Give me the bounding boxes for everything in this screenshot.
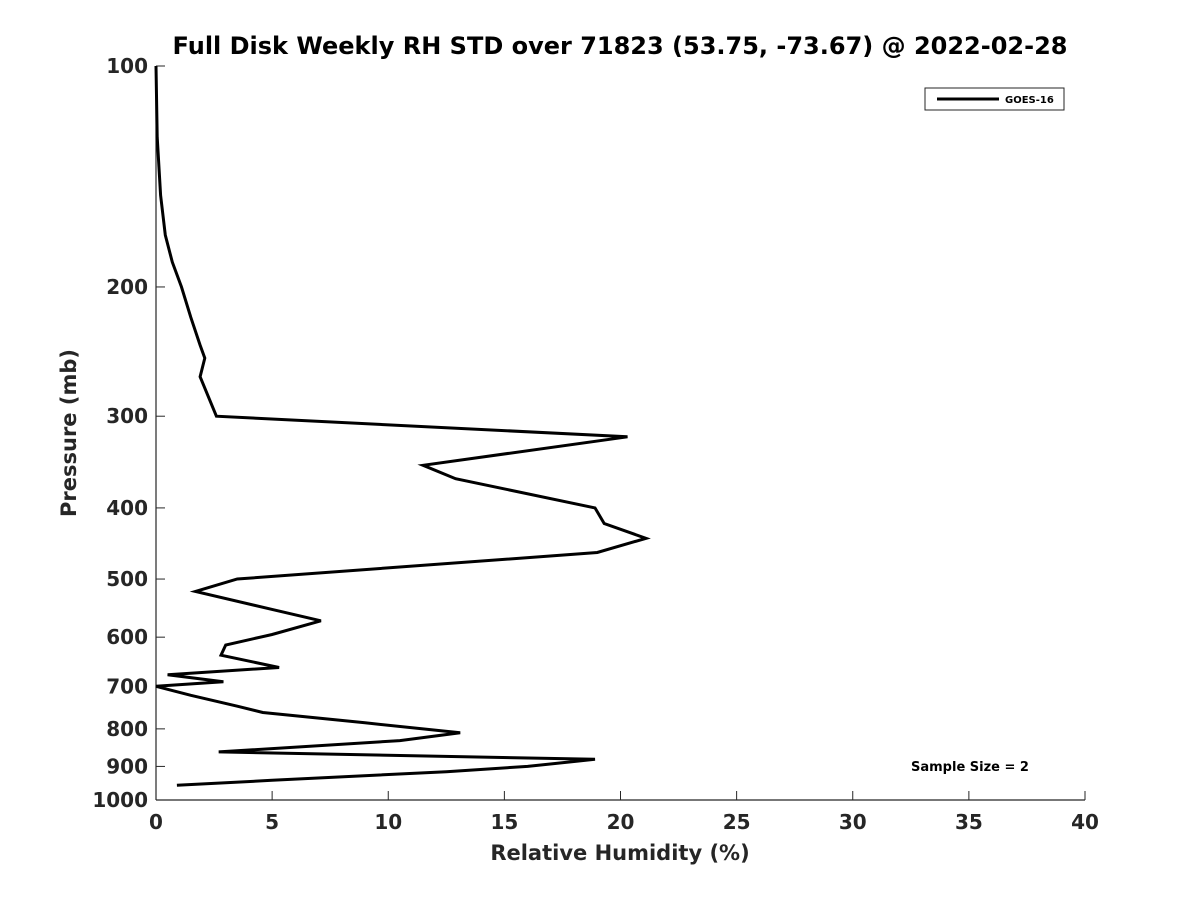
y-tick-label: 800 xyxy=(106,717,148,741)
x-tick-label: 5 xyxy=(265,810,279,834)
x-tick-label: 40 xyxy=(1071,810,1099,834)
axes xyxy=(155,65,1086,801)
y-tick-label: 400 xyxy=(106,496,148,520)
data-series xyxy=(154,65,651,787)
y-tick-label: 1000 xyxy=(92,788,148,812)
x-tick-label: 15 xyxy=(490,810,518,834)
x-tick-label: 35 xyxy=(955,810,983,834)
x-tick-label: 10 xyxy=(374,810,402,834)
sample-size-annotation: Sample Size = 2 xyxy=(911,760,1029,775)
legend: GOES-16 xyxy=(924,87,1065,111)
y-tick-label: 100 xyxy=(106,54,148,78)
y-tick-label: 700 xyxy=(106,674,148,698)
y-tick-label: 500 xyxy=(106,567,148,591)
x-tick-label: 25 xyxy=(723,810,751,834)
y-tick-label: 200 xyxy=(106,275,148,299)
chart-title: Full Disk Weekly RH STD over 71823 (53.7… xyxy=(173,32,1068,60)
x-axis-label: Relative Humidity (%) xyxy=(490,841,749,865)
x-tick-label: 0 xyxy=(149,810,163,834)
y-axis-label: Pressure (mb) xyxy=(57,349,81,517)
tick-labels: 0 5 10 15 20 25 30 35 40 100 200 300 400 500 600 700 800… xyxy=(92,54,1099,834)
y-tick-label: 300 xyxy=(106,404,148,428)
x-tick-label: 30 xyxy=(839,810,867,834)
y-tick-label: 900 xyxy=(106,754,148,778)
series-line-goes-16 xyxy=(154,65,651,787)
legend-entry-goes-16: GOES-16 xyxy=(1005,95,1054,106)
x-tick-label: 20 xyxy=(607,810,635,834)
y-tick-label: 600 xyxy=(106,625,148,649)
